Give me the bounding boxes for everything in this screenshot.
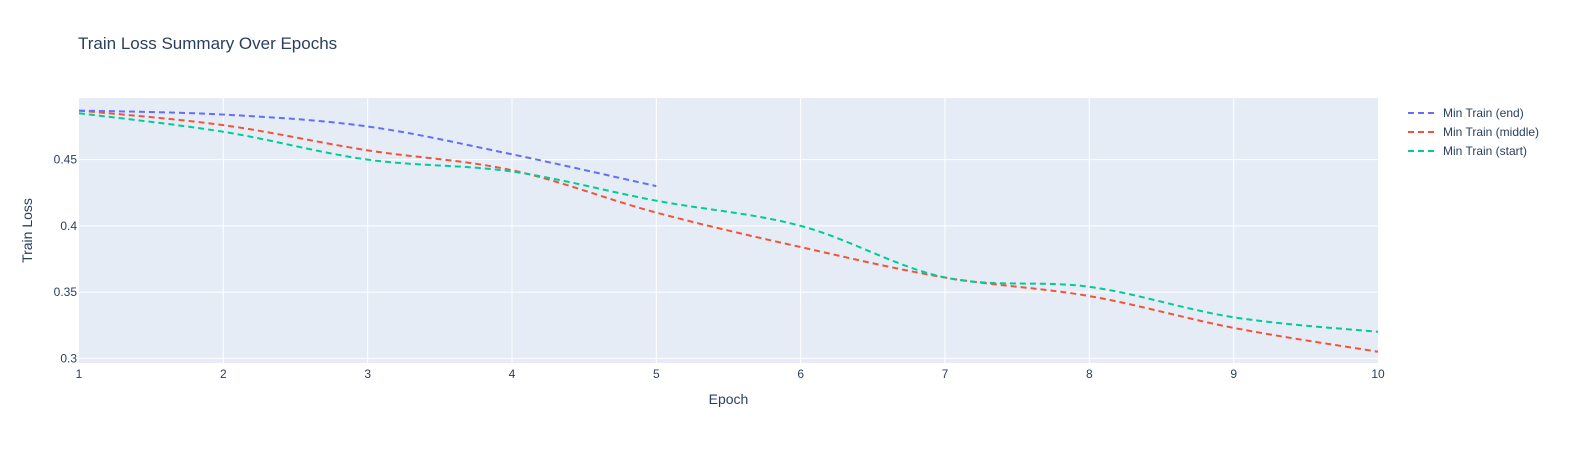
- y-tick-labels: 0.3 0.35 0.4 0.45: [54, 153, 78, 366]
- x-tick-label: 3: [364, 367, 371, 381]
- x-tick-labels: 1 2 3 4 5 6 7 8 9 10: [76, 367, 1385, 381]
- y-tick-label: 0.3: [60, 351, 77, 365]
- legend-label: Min Train (middle): [1443, 125, 1539, 139]
- y-axis-title: Train Loss: [19, 198, 35, 263]
- x-axis-title: Epoch: [709, 391, 749, 407]
- legend-label: Min Train (end): [1443, 106, 1524, 120]
- x-tick-label: 7: [942, 367, 949, 381]
- series-line: [78, 112, 1379, 333]
- y-tick-label: 0.35: [54, 285, 78, 299]
- x-tick-label: 6: [797, 367, 804, 381]
- x-tick-label: 9: [1230, 367, 1237, 381]
- legend-item[interactable]: Min Train (end): [1408, 106, 1524, 120]
- x-tick-label: 8: [1086, 367, 1093, 381]
- x-tick-label: 4: [509, 367, 516, 381]
- x-tick-label: 5: [653, 367, 660, 381]
- chart-title: Train Loss Summary Over Epochs: [78, 34, 337, 53]
- series-layer: [78, 109, 1379, 353]
- legend-item[interactable]: Min Train (start): [1408, 144, 1527, 158]
- series-line: [78, 109, 657, 188]
- y-tick-label: 0.45: [54, 153, 78, 167]
- series-line: [78, 109, 1379, 353]
- y-tick-label: 0.4: [60, 219, 77, 233]
- x-tick-label: 10: [1371, 367, 1385, 381]
- legend: Min Train (end) Min Train (middle) Min Tra…: [1408, 106, 1539, 158]
- x-tick-label: 2: [220, 367, 227, 381]
- legend-label: Min Train (start): [1443, 144, 1527, 158]
- grid-lines: [79, 98, 1378, 363]
- legend-item[interactable]: Min Train (middle): [1408, 125, 1539, 139]
- x-tick-label: 1: [76, 367, 83, 381]
